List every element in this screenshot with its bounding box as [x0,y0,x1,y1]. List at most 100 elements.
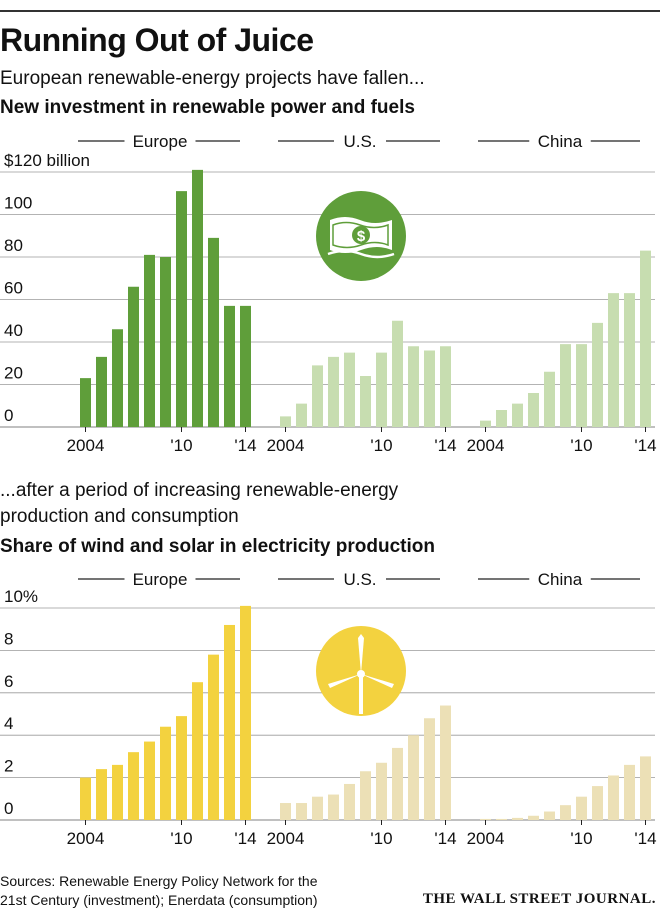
bar-china-2006 [512,817,523,820]
bar-europe-2009 [160,257,171,427]
bar-us-2012 [408,346,419,427]
x-tick-label: '10 [570,829,592,848]
x-tick-label: '14 [434,436,456,455]
bar-us-2014 [440,346,451,427]
bar-europe-2006 [112,764,123,820]
bar-china-2008 [544,811,555,820]
y-tick-label: 2 [4,757,13,776]
panel-header: China [538,132,583,151]
sources-note: Sources: Renewable Energy Policy Network… [0,872,420,910]
bar-us-2011 [392,747,403,820]
x-tick-label: '10 [370,829,392,848]
bar-china-2006 [512,403,523,427]
y-tick-label: 4 [4,714,13,733]
bar-china-2014 [640,250,651,427]
bar-europe-2014 [240,605,251,820]
bar-china-2010 [576,344,587,427]
bar-china-2008 [544,371,555,427]
bar-europe-2005 [96,356,107,427]
bar-china-2013 [624,764,635,820]
bar-us-2007 [328,356,339,427]
panel-header: Europe [133,132,188,151]
bar-europe-2004 [80,378,91,427]
y-tick-label: 20 [4,364,23,383]
bar-europe-2004 [80,777,91,820]
subtitle-share: Share of wind and solar in electricity p… [0,536,435,557]
investment-chart: $120 billion 100 80 60 40 20 0 Europe 2004 '10 '14… [0,132,657,455]
y-tick-label: $120 billion [4,151,90,170]
bar-europe-2006 [112,329,123,427]
bar-china-2009 [560,344,571,427]
bar-us-2013 [424,350,435,427]
x-tick-label: '10 [370,436,392,455]
bar-china-2004 [480,818,491,820]
panel-header: U.S. [343,570,376,589]
bar-us-2004 [280,416,291,427]
bar-europe-2009 [160,726,171,820]
bar-europe-2007 [128,752,139,820]
y-tick-label: 10% [4,587,38,606]
bar-china-2004 [480,420,491,427]
sources-line-2: 21st Century (investment); Enerdata (con… [0,892,318,908]
bar-us-2010 [376,352,387,427]
bar-china-2011 [592,786,603,820]
x-tick-label: '14 [234,436,256,455]
subtitle-investment: New investment in renewable power and fu… [0,97,415,118]
bar-china-2005 [496,818,507,820]
dek-share-line1: ...after a period of increasing renewabl… [0,480,399,501]
bar-us-2004 [280,803,291,820]
x-tick-label: 2004 [467,436,505,455]
bar-us-2005 [296,403,307,427]
x-tick-label: 2004 [267,829,305,848]
bar-china-2012 [608,775,619,820]
x-tick-label: 2004 [67,829,105,848]
bar-china-2007 [528,393,539,427]
x-tick-label: '10 [170,829,192,848]
headline: Running Out of Juice [0,22,314,58]
x-tick-label: '14 [634,436,656,455]
bar-europe-2012 [208,654,219,820]
dek-investment: European renewable-energy projects have … [0,68,425,89]
bar-europe-2014 [240,305,251,427]
bar-europe-2007 [128,286,139,427]
y-tick-label: 8 [4,629,13,648]
bar-us-2006 [312,796,323,820]
bar-europe-2013 [224,305,235,427]
bar-europe-2010 [176,191,187,427]
bar-us-2006 [312,365,323,427]
bar-china-2009 [560,805,571,820]
y-tick-label: 80 [4,236,23,255]
bar-us-2012 [408,735,419,820]
y-tick-label: 60 [4,279,23,298]
bar-us-2010 [376,762,387,820]
wind-turbine-icon [316,626,406,716]
publisher-logo: THE WALL STREET JOURNAL. [422,891,656,907]
bar-us-2009 [360,771,371,820]
bar-us-2014 [440,705,451,820]
y-tick-label: 0 [4,799,13,818]
bar-europe-2011 [192,682,203,820]
panel-header: U.S. [343,132,376,151]
bar-europe-2008 [144,741,155,820]
bar-europe-2011 [192,169,203,427]
bar-us-2008 [344,352,355,427]
bar-europe-2008 [144,254,155,427]
bar-china-2010 [576,796,587,820]
x-tick-label: 2004 [467,829,505,848]
bar-china-2014 [640,756,651,820]
dek-share-line2: production and consumption [0,506,239,527]
x-tick-label: '14 [234,829,256,848]
x-tick-label: '14 [634,829,656,848]
x-tick-label: '14 [434,829,456,848]
bar-us-2009 [360,376,371,427]
bar-europe-2013 [224,624,235,820]
svg-text:$: $ [357,228,366,245]
share-chart: 10% 8 6 4 2 0 Europe 2004 '10 '14 U.S. 2004 '10 '14 Ch… [0,570,657,848]
bar-europe-2012 [208,237,219,427]
x-tick-label: 2004 [67,436,105,455]
bar-china-2013 [624,293,635,427]
y-tick-label: 6 [4,672,13,691]
y-tick-label: 100 [4,194,32,213]
top-rule [0,10,660,12]
bar-us-2013 [424,718,435,820]
